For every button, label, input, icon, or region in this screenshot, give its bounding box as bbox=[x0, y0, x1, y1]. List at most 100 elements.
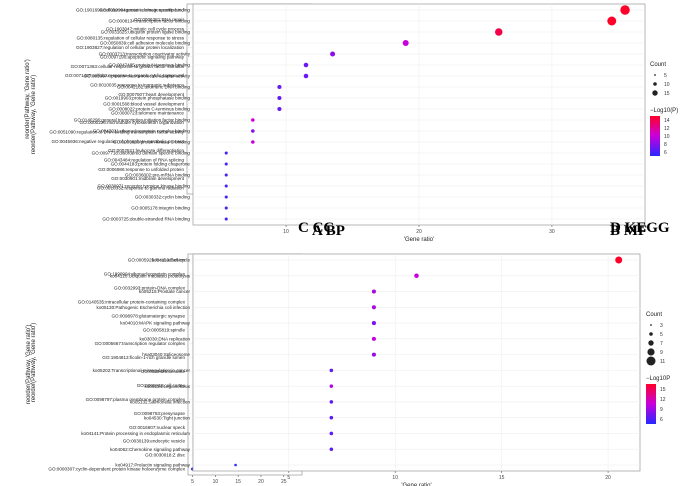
color-legend-label: 10 bbox=[664, 134, 670, 140]
size-legend-dot bbox=[647, 348, 655, 356]
y-category-label: GO:0003725:double-stranded RNA binding bbox=[102, 217, 190, 222]
y-category-label: GO:0042162:telomeric DNA binding bbox=[117, 85, 190, 90]
y-category-label: GO:0001568:blood vessel development bbox=[103, 101, 184, 106]
panel-label: C CC bbox=[298, 220, 334, 236]
size-legend-label: 11 bbox=[660, 359, 665, 365]
y-category-label: GO:0030139:endocytic vesicle bbox=[123, 439, 186, 444]
y-category-label: ko04062:Chemokine signaling pathway bbox=[110, 447, 191, 452]
size-legend-dot bbox=[652, 90, 658, 96]
size-legend-dot bbox=[650, 324, 652, 326]
y-category-label: GO:0032993:protein-DNA complex bbox=[114, 285, 186, 290]
data-point bbox=[224, 217, 228, 221]
y-category-label: ko04917:Prolactin signaling pathway bbox=[115, 463, 190, 468]
y-category-label: GO:0005080:protein kinase C binding bbox=[113, 140, 190, 145]
data-point bbox=[607, 16, 617, 26]
y-axis-title: reorder(Pathway, 'Gene ratio') bbox=[26, 325, 32, 405]
y-category-label: GO:0031625:ubiquitin protein ligase bind… bbox=[101, 30, 191, 35]
size-legend-dot bbox=[653, 82, 657, 86]
data-point bbox=[234, 463, 237, 467]
data-point bbox=[224, 173, 228, 177]
size-legend-dot bbox=[654, 74, 656, 76]
y-category-label: GO:0036002:pre-mRNA binding bbox=[125, 173, 191, 178]
y-category-label: GO:0003713:transcription coactivator act… bbox=[99, 52, 191, 57]
y-category-label: ko04530:Tight junction bbox=[144, 415, 190, 420]
y-category-label: GO:0005178:integrin binding bbox=[131, 206, 190, 211]
size-legend-label: 5 bbox=[664, 73, 667, 79]
size-legend-label: 9 bbox=[660, 350, 663, 356]
data-point bbox=[277, 106, 282, 112]
data-point bbox=[224, 195, 228, 199]
y-category-label: GO:0098978:glutamatergic synapse bbox=[111, 313, 185, 318]
y-category-label: GO:1903827:regulation of cellular protei… bbox=[76, 45, 184, 50]
y-category-label: GO:0002521:leukocyte differentiation bbox=[108, 148, 184, 153]
color-bar bbox=[650, 116, 660, 156]
y-category-label: GO:0006281:DNA repair bbox=[134, 17, 185, 22]
x-tick-label: 10 bbox=[392, 475, 398, 481]
data-point bbox=[371, 352, 376, 357]
y-category-label: GO:0005925:focal adhesion bbox=[128, 258, 186, 263]
data-point bbox=[329, 400, 334, 404]
y-category-label: GO:1990904:ribonucleoprotein complex bbox=[104, 272, 186, 277]
y-category-label: GO:0030018:Z disc bbox=[145, 453, 186, 458]
color-legend-label: 12 bbox=[660, 397, 666, 403]
y-category-label: GO:0044183:protein folding chaperone bbox=[111, 162, 191, 167]
data-point bbox=[251, 129, 255, 133]
panel-label: B MF bbox=[610, 223, 647, 239]
size-legend-label: 5 bbox=[660, 332, 663, 338]
y-category-label: GO:0030901:midbrain development bbox=[111, 176, 185, 181]
y-category-label: GO:0043021:ribonucleoprotein complex bin… bbox=[93, 129, 191, 134]
y-category-label: GO:0050839:cell adhesion molecule bindin… bbox=[100, 41, 191, 46]
y-axis-title: reorder(Pathway, 'Gene ratio') bbox=[25, 59, 31, 139]
data-point bbox=[224, 206, 228, 210]
x-axis-title: 'Gene ratio' bbox=[404, 237, 434, 243]
color-legend-label: 12 bbox=[664, 126, 670, 132]
y-category-label: GO:0030425:dendrite bbox=[141, 369, 186, 374]
x-tick-label: 15 bbox=[235, 479, 241, 485]
y-category-label: ko03030:DNA replication bbox=[139, 336, 190, 341]
y-category-label: ko04141:Protein processing in endoplasmi… bbox=[81, 431, 190, 436]
data-point bbox=[371, 336, 376, 341]
y-category-label: GO:0071363:cellular response to growth f… bbox=[71, 64, 185, 69]
data-point bbox=[371, 305, 376, 310]
color-legend-label: 6 bbox=[660, 417, 663, 423]
panel-label: D KEGG bbox=[610, 220, 670, 236]
x-tick-label: 15 bbox=[499, 475, 505, 481]
y-category-label: GO:0016607:nuclear speck bbox=[129, 425, 186, 430]
data-point bbox=[277, 95, 282, 101]
y-category-label: ko05130:Pathogenic Escherichia coli infe… bbox=[97, 305, 191, 310]
color-legend-label: 9 bbox=[660, 407, 663, 413]
x-tick-label: 20 bbox=[605, 475, 611, 481]
y-category-label: GO:0047485:protein N-terminus binding bbox=[109, 63, 191, 68]
color-legend-title: −Log10P bbox=[646, 376, 670, 382]
y-category-label: GO:0030332:cyclin binding bbox=[135, 195, 191, 200]
data-point bbox=[251, 140, 255, 144]
y-category-label: ko05215:Prostate cancer bbox=[139, 289, 191, 294]
data-point bbox=[330, 51, 336, 57]
y-category-label: GO:0030971:receptor tyrosine kinase bind… bbox=[98, 184, 191, 189]
y-category-label: GO:0080135:regulation of cellular respon… bbox=[76, 36, 184, 41]
data-point bbox=[329, 447, 334, 452]
color-legend-label: 15 bbox=[660, 387, 666, 393]
y-category-label: GO:0097190:apoptotic signaling pathway bbox=[100, 54, 185, 59]
size-legend-dot bbox=[646, 356, 656, 366]
size-legend-label: 15 bbox=[664, 91, 670, 97]
panel-3: 5 10 15 20 ko04110:Cell cycle ko04120:Ubiquit… bbox=[31, 220, 670, 486]
y-category-label: GO:0030674:protein-macromolecule adaptor… bbox=[84, 74, 191, 79]
size-legend-dot bbox=[648, 340, 654, 346]
data-point bbox=[329, 384, 334, 388]
data-point bbox=[620, 5, 630, 15]
size-legend-label: 7 bbox=[660, 341, 663, 347]
data-point bbox=[495, 28, 503, 36]
color-legend-title: −Log10(P) bbox=[650, 108, 678, 114]
data-point bbox=[277, 84, 282, 90]
y-category-label: GO:0045936:negative regulation of phosph… bbox=[51, 139, 184, 144]
y-category-label: GO:0140535:intracellular protein-contain… bbox=[78, 299, 186, 304]
x-tick-label: 20 bbox=[258, 479, 264, 485]
y-category-label: GO:0010035:response to inorganic substan… bbox=[90, 83, 184, 88]
x-tick-label: 10 bbox=[213, 479, 219, 485]
y-axis-title: reorder(Pathway, 'Gene ratio') bbox=[31, 75, 37, 155]
y-category-label: GO:0006986:response to unfolded protein bbox=[98, 167, 184, 172]
y-category-label: GO:0019903:protein phosphatase binding bbox=[105, 96, 191, 101]
y-category-label: GO:0007507:heart development bbox=[118, 92, 184, 97]
data-point bbox=[224, 162, 228, 166]
